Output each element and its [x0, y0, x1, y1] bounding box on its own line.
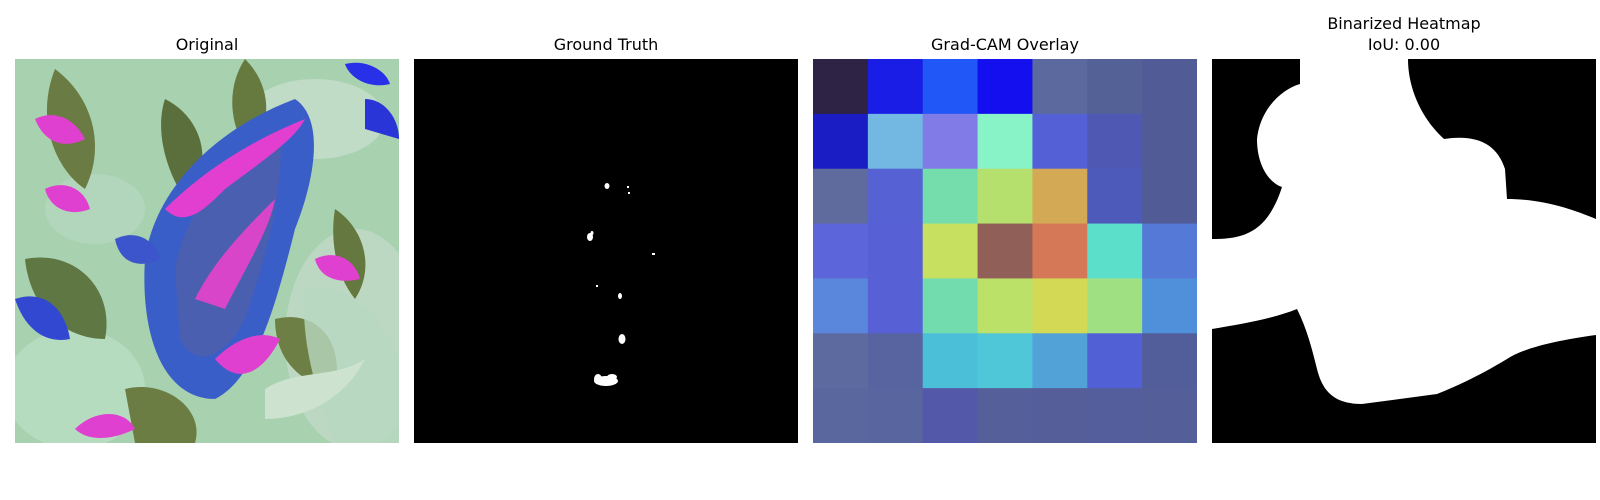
panel-binarized-heatmap: Binarized Heatmap IoU: 0.00	[1212, 0, 1596, 500]
gradcam-cell	[1142, 168, 1197, 225]
gradcam-cell	[867, 113, 924, 170]
gradcam-cell	[813, 223, 869, 279]
gradcam-cell	[922, 168, 979, 225]
gradcam-cell	[1142, 113, 1197, 170]
gradcam-cell	[813, 333, 869, 389]
panel-title: Original	[175, 35, 239, 54]
gradcam-cell	[1087, 333, 1143, 389]
gradcam-cell	[1087, 278, 1143, 334]
gradcam-cell	[1087, 388, 1143, 443]
panel-gradcam-overlay: Grad-CAM Overlay	[813, 0, 1197, 500]
gradcam-cell	[977, 223, 1033, 279]
gradcam-cell	[977, 168, 1033, 225]
binarized-heatmap-mask	[1212, 59, 1596, 443]
gradcam-cell	[1142, 388, 1197, 443]
panel-title: Ground Truth	[553, 35, 659, 54]
gradcam-cell	[1142, 223, 1197, 279]
gradcam-cell	[813, 113, 869, 170]
gradcam-cell	[813, 388, 869, 443]
gradcam-cell	[1032, 388, 1088, 443]
iou-label: IoU: 0.00	[1367, 35, 1441, 54]
gradcam-cell	[1087, 113, 1143, 170]
gradcam-cell	[922, 113, 979, 170]
gradcam-cell	[1087, 223, 1143, 279]
gradcam-cell	[1032, 59, 1088, 115]
gradcam-cell	[977, 113, 1033, 170]
gradcam-cell	[977, 278, 1033, 334]
gradcam-cell	[1142, 59, 1197, 115]
gradcam-cell	[922, 59, 979, 115]
gradcam-cell	[867, 278, 924, 334]
panel-ground-truth: Ground Truth	[414, 0, 798, 500]
panel-title: Grad-CAM Overlay	[931, 35, 1079, 54]
gradcam-cell	[1142, 333, 1197, 389]
gradcam-cell	[1032, 333, 1088, 389]
gradcam-cell	[1032, 223, 1088, 279]
gradcam-cell	[1087, 168, 1143, 225]
gradcam-cell	[1142, 278, 1197, 334]
gradcam-cell	[1032, 113, 1088, 170]
gradcam-cell	[867, 59, 924, 115]
gradcam-cell	[922, 278, 979, 334]
gradcam-cell	[867, 388, 924, 443]
original-image	[15, 59, 399, 443]
panel-title: Binarized Heatmap	[1327, 14, 1481, 33]
gradcam-cell	[1087, 59, 1143, 115]
gradcam-cell	[867, 223, 924, 279]
ground-truth-mask	[414, 59, 798, 443]
gradcam-cell	[977, 59, 1033, 115]
gradcam-cell	[867, 333, 924, 389]
panel-original: Original	[15, 0, 399, 500]
gradcam-cell	[922, 333, 979, 389]
gradcam-cell	[977, 333, 1033, 389]
gradcam-cell	[1032, 278, 1088, 334]
gradcam-cell	[922, 388, 979, 443]
gradcam-cell	[977, 388, 1033, 443]
gradcam-cell	[1032, 168, 1088, 225]
gradcam-overlay-image	[813, 59, 1197, 443]
gradcam-cell	[867, 168, 924, 225]
gradcam-cell	[813, 278, 869, 334]
gradcam-cell	[922, 223, 979, 279]
gradcam-cell	[813, 59, 869, 115]
gradcam-cell	[813, 168, 869, 225]
